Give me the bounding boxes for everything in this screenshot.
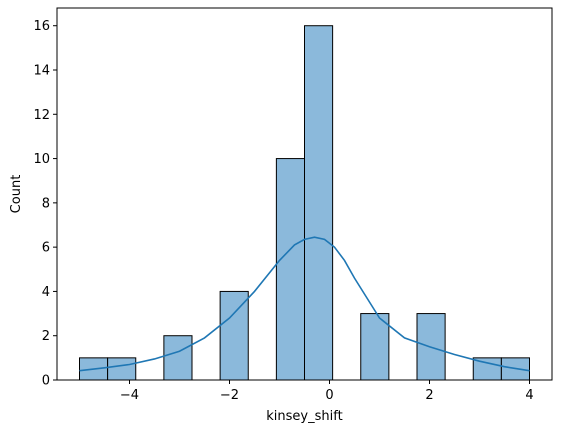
x-tick-label: 2 bbox=[425, 388, 433, 403]
histogram-bar-2 bbox=[163, 335, 193, 381]
x-tick-label: 0 bbox=[325, 388, 333, 403]
kde-curve bbox=[79, 236, 530, 372]
y-tick-label: 0 bbox=[42, 374, 50, 389]
y-tick-label: 12 bbox=[33, 108, 50, 123]
y-tick-label: 4 bbox=[42, 285, 50, 300]
y-axis-label: Count bbox=[9, 175, 24, 214]
histogram-bar-3 bbox=[219, 290, 249, 381]
histogram-bar-4 bbox=[275, 158, 305, 381]
histogram-bar-5 bbox=[304, 25, 334, 381]
plot-frame bbox=[56, 7, 553, 381]
histogram-bars bbox=[79, 25, 530, 381]
y-tick-label: 6 bbox=[42, 241, 50, 256]
x-axis-ticks: −4 −2 0 2 4 bbox=[120, 380, 534, 403]
x-tick-label: −2 bbox=[220, 388, 239, 403]
y-tick-label: 14 bbox=[33, 64, 50, 79]
y-tick-label: 10 bbox=[33, 152, 50, 167]
x-tick-label: 4 bbox=[525, 388, 533, 403]
x-tick-label: −4 bbox=[120, 388, 139, 403]
y-tick-label: 2 bbox=[42, 329, 50, 344]
histogram-bar-6 bbox=[360, 313, 390, 381]
histogram-bar-1 bbox=[107, 357, 137, 381]
y-tick-label: 8 bbox=[42, 196, 50, 211]
x-axis-label: kinsey_shift bbox=[266, 409, 342, 424]
y-axis-ticks: 0 2 4 6 8 10 12 14 16 bbox=[33, 19, 57, 389]
y-tick-label: 16 bbox=[33, 19, 50, 34]
